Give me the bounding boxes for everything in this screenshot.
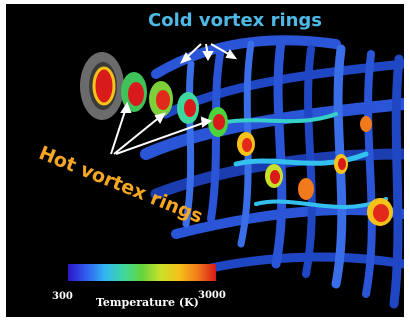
hot-vortex-structures bbox=[121, 72, 393, 226]
annotation-arrows bbox=[110, 43, 238, 155]
colorbar-gradient bbox=[68, 264, 216, 281]
hot-ring-1 bbox=[92, 66, 116, 106]
colorbar-max-label: 3000 bbox=[198, 290, 226, 301]
cold-vortex-rings-label: Cold vortex rings bbox=[148, 10, 323, 31]
temperature-colorbar bbox=[68, 264, 216, 281]
colorbar-min-label: 300 bbox=[52, 291, 73, 302]
vortex-rings-render bbox=[80, 35, 404, 309]
vortex-simulation-image: Cold vortex rings Hot vortex rings 300 T… bbox=[6, 4, 404, 317]
colorbar-title: Temperature (K) bbox=[96, 296, 199, 309]
